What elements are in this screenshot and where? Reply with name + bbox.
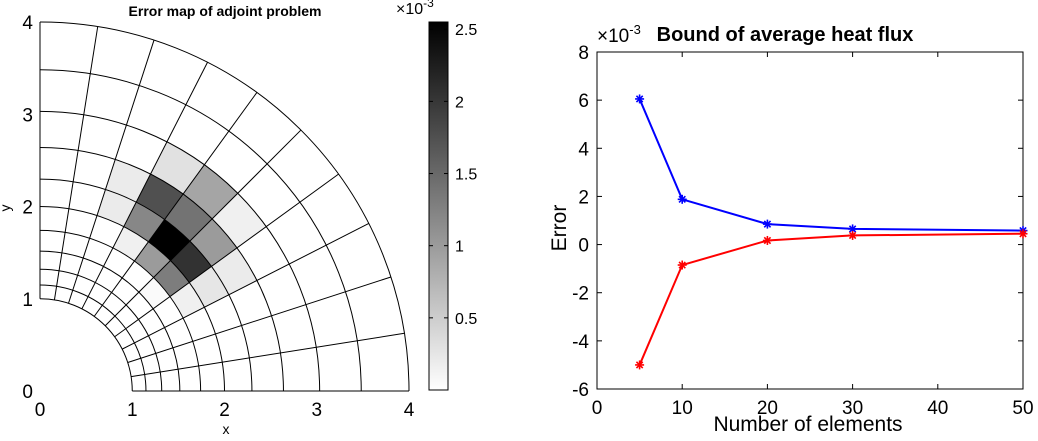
line-chart-title: Bound of average heat flux (657, 24, 914, 46)
heatmap-mesh (39, 21, 410, 392)
line-chart-panel: Bound of average heat flux ×10-3 0 10 20 30… (548, 22, 1034, 436)
colorbar-tick-label: 0.5 (455, 311, 477, 328)
heatmap-cell (97, 189, 137, 227)
heatmap-cell (138, 277, 170, 309)
line-chart-series (635, 94, 1028, 370)
heatmap-y-tick-label: 0 (22, 382, 33, 403)
heatmap-y-tick-label: 2 (22, 198, 33, 219)
mesh-spoke (93, 92, 258, 317)
heatmap-y-tick-label: 1 (22, 290, 33, 311)
y-tick-label: 4 (578, 139, 589, 160)
heatmap-x-label: x (223, 421, 230, 437)
y-tick-label: -4 (572, 332, 589, 353)
heatmap-cell (183, 164, 238, 219)
colorbar-exponent: ×10-3 (396, 0, 434, 18)
line-chart-y-ticks: -6 -4 -2 0 2 4 6 8 (572, 43, 1023, 401)
mesh-spoke (53, 26, 99, 300)
heatmap-y-label: y (0, 205, 13, 212)
line-chart-x-ticks: 0 10 20 30 40 50 (592, 52, 1034, 419)
heatmap-x-tick-label: 0 (35, 400, 46, 421)
data-point (762, 235, 772, 245)
mesh-spoke (121, 223, 370, 350)
x-tick-label: 50 (1012, 398, 1033, 419)
line-chart-y-exponent: ×10-3 (597, 22, 641, 47)
y-tick-label: 8 (578, 43, 589, 64)
mesh-spoke (104, 129, 302, 327)
data-point (635, 360, 645, 370)
mesh-arc (39, 298, 133, 392)
colorbar-tick-label: 2.5 (455, 22, 477, 39)
heatmap-y-tick-label: 3 (22, 105, 33, 126)
colorbar-tick-label: 2 (455, 94, 464, 111)
mesh-spoke (68, 39, 155, 304)
y-tick-label: 6 (578, 91, 589, 112)
mesh-spoke (127, 276, 392, 363)
colorbar-tick-label: 1 (455, 239, 464, 256)
heatmap-x-tick-label: 4 (404, 400, 415, 421)
y-tick-label: -6 (572, 380, 589, 401)
heatmap-cell (164, 194, 213, 242)
heatmap-x-tick-label: 1 (127, 400, 138, 421)
x-tick-label: 30 (842, 398, 863, 419)
colorbar-tick-label: 1.5 (455, 167, 477, 184)
line-chart-y-label: Error (548, 205, 571, 252)
data-point (848, 230, 858, 240)
mesh-spoke (131, 332, 405, 378)
x-tick-label: 20 (757, 398, 778, 419)
colorbar: 0.5 1 1.5 2 2.5 ×10-3 (396, 0, 477, 391)
heatmap-cell (153, 260, 190, 297)
data-point (677, 194, 687, 204)
heatmap-cell (148, 219, 190, 261)
series-line-1 (638, 98, 1024, 232)
y-tick-label: -2 (572, 284, 589, 305)
data-point (677, 260, 687, 270)
heatmap-y-tick-label: 4 (22, 13, 33, 34)
y-tick-label: 0 (578, 236, 589, 257)
heatmap-x-tick-label: 3 (311, 400, 322, 421)
data-point (762, 219, 772, 229)
line-chart-axes-box (596, 51, 1024, 390)
line-chart-x-label: Number of elements (713, 413, 902, 436)
heatmap-title: Error map of adjoint problem (129, 3, 322, 19)
heatmap-y-ticks: 0 1 2 3 4 (22, 13, 33, 403)
x-tick-label: 10 (672, 398, 693, 419)
colorbar-gradient (428, 21, 449, 391)
heatmap-cell (105, 159, 151, 203)
colorbar-ticks: 0.5 1 1.5 2 2.5 (429, 22, 477, 328)
heatmap-panel: Error map of adjoint problem 0 1 2 3 4 0 1 2 3 4… (0, 3, 415, 437)
data-point (635, 94, 645, 104)
mesh-spoke (114, 173, 339, 338)
heatmap-cell (189, 218, 237, 267)
heatmap-x-tick-label: 2 (219, 400, 230, 421)
x-tick-label: 40 (927, 398, 948, 419)
heatmap-cell (170, 241, 212, 283)
x-tick-label: 0 (592, 398, 603, 419)
mesh-spoke (81, 61, 208, 310)
y-tick-label: 2 (578, 187, 589, 208)
heatmap-cell (134, 241, 171, 278)
data-point (1018, 229, 1028, 239)
heatmap-x-ticks: 0 1 2 3 4 (35, 400, 415, 421)
heatmap-cell (212, 193, 267, 248)
series-line-2 (638, 232, 1024, 366)
